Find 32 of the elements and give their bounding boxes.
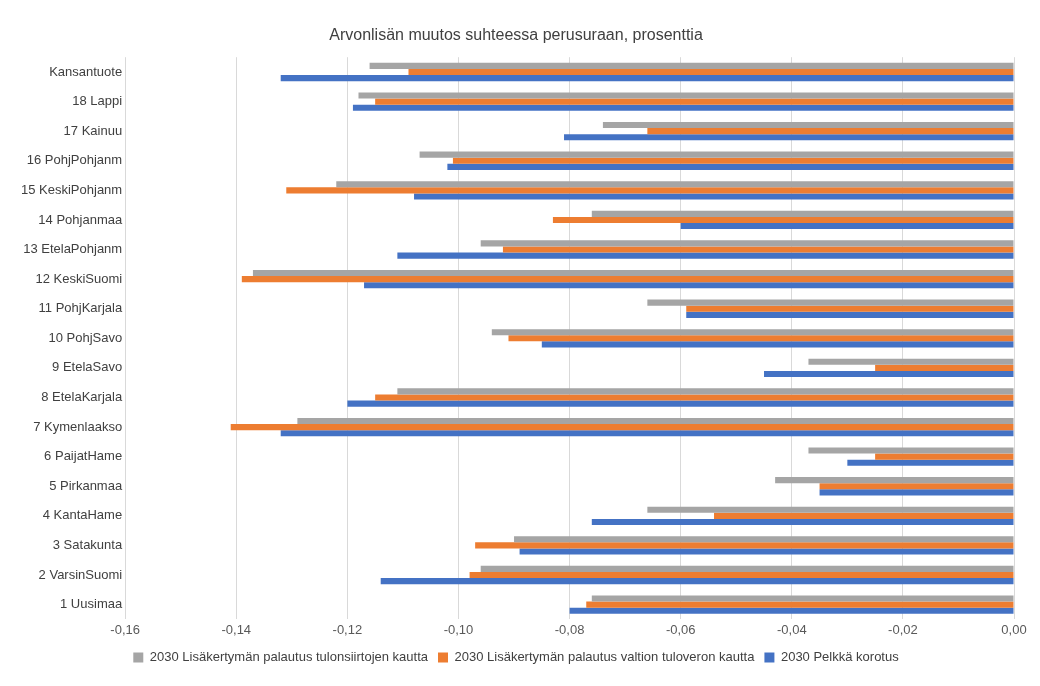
y-tick-label: 1 Uusimaa [60,596,123,612]
y-tick-label: 5 Pirkanmaa [49,477,123,493]
y-tick-label: 2 VarsinSuomi [38,566,123,582]
x-tick-label: -0,02 [888,621,918,637]
x-tick-label: -0,16 [110,621,140,637]
y-tick-label: 14 Pohjanmaa [38,211,123,227]
x-tick-label: -0,10 [443,621,474,637]
x-tick-label: -0,06 [665,621,696,637]
x-tick-label: -0,12 [332,621,363,637]
x-tick-label: -0,14 [221,621,252,637]
chart-title: Arvonlisän muutos suhteessa perusuraan, prosenttia [329,26,703,44]
legend-label: 2030 Lisäkertymän palautus tulonsiirtojen kautta [149,649,429,665]
y-tick-label: 3 Satakunta [52,537,123,552]
y-tick-label: 18 Lappi [72,93,123,109]
y-tick-label: Kansantuote [49,63,123,79]
y-tick-label: 4 KantaHame [42,507,123,523]
y-tick-label: 11 PohjKarjala [38,300,123,316]
y-tick-label: 9 EtelaSavo [52,359,123,375]
y-tick-label: 16 PohjPohjanm [26,152,123,168]
y-tick-label: 13 EtelaPohjanm [23,241,123,257]
legend-label: 2030 Lisäkertymän palautus valtion tuloveron kautta [454,649,756,665]
y-tick-label: 10 PohjSavo [48,329,123,345]
y-tick-label: 7 Kymenlaakso [33,418,123,434]
y-tick-label: 8 EtelaKarjala [41,389,123,405]
y-tick-label: 15 KeskiPohjanm [21,181,123,197]
y-tick-label: 17 Kainuu [63,122,123,138]
x-tick-label: 0,00 [1001,621,1027,637]
x-tick-label: -0,08 [554,621,585,637]
x-tick-label: -0,04 [776,621,807,637]
y-tick-label: 12 KeskiSuomi [35,270,123,286]
legend-label: 2030 Pelkkä korotus [780,649,900,665]
y-tick-label: 6 PaijatHame [44,448,123,464]
